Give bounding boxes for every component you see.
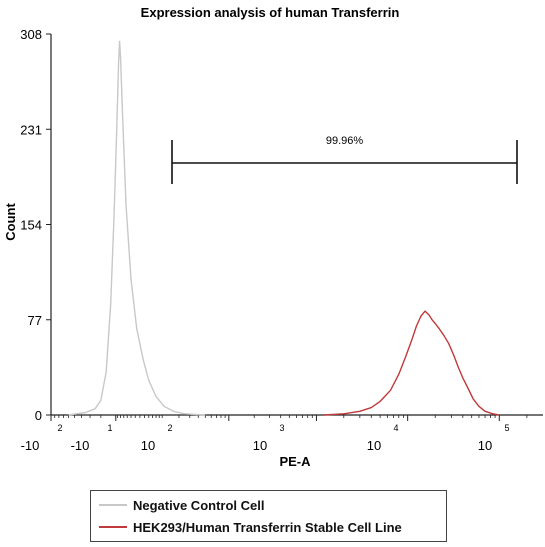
x-axis-title: PE-A [279,454,311,469]
x-tick-label: -10 [21,438,40,453]
y-tick-label: 231 [20,122,42,137]
y-tick-label: 77 [28,313,42,328]
legend-label-negative-control: Negative Control Cell [133,497,265,513]
x-tick-exponent: 1 [107,423,112,433]
legend-swatch-negative-control [99,504,127,506]
flow-histogram: Expression analysis of human Transferrin… [3,5,543,469]
plot-area: 0 77 154 231 308 -10 2 -10 1 10 2 10 3 10 4 10 5 99.96% [20,27,543,453]
x-tick-label: 10 [141,438,155,453]
legend: Negative Control Cell HEK293/Human Trans… [90,490,447,542]
legend-label-hek293: HEK293/Human Transferrin Stable Cell Lin… [133,519,402,535]
x-tick-exponent: 3 [279,423,284,433]
chart-title: Expression analysis of human Transferrin [141,5,400,20]
x-tick-label: 10 [253,438,267,453]
x-tick-label: 10 [478,438,492,453]
legend-item-negative-control: Negative Control Cell [99,495,264,515]
x-tick-exponent: 4 [393,423,398,433]
x-tick-label: 10 [367,438,381,453]
x-tick-exponent: 5 [504,423,509,433]
legend-item-hek293: HEK293/Human Transferrin Stable Cell Lin… [99,517,402,537]
y-tick-label: 308 [20,27,42,42]
x-tick-label: -10 [71,438,90,453]
negative-control-curve [68,40,206,416]
y-tick-label: 0 [35,408,42,423]
legend-swatch-hek293 [99,526,127,528]
x-tick-exponent: 2 [57,423,62,433]
hek293-curve [323,310,500,416]
x-tick-exponent: 2 [167,423,172,433]
y-axis-title: Count [3,203,18,241]
gate-percentage-label: 99.96% [326,135,364,147]
y-tick-label: 154 [20,218,42,233]
